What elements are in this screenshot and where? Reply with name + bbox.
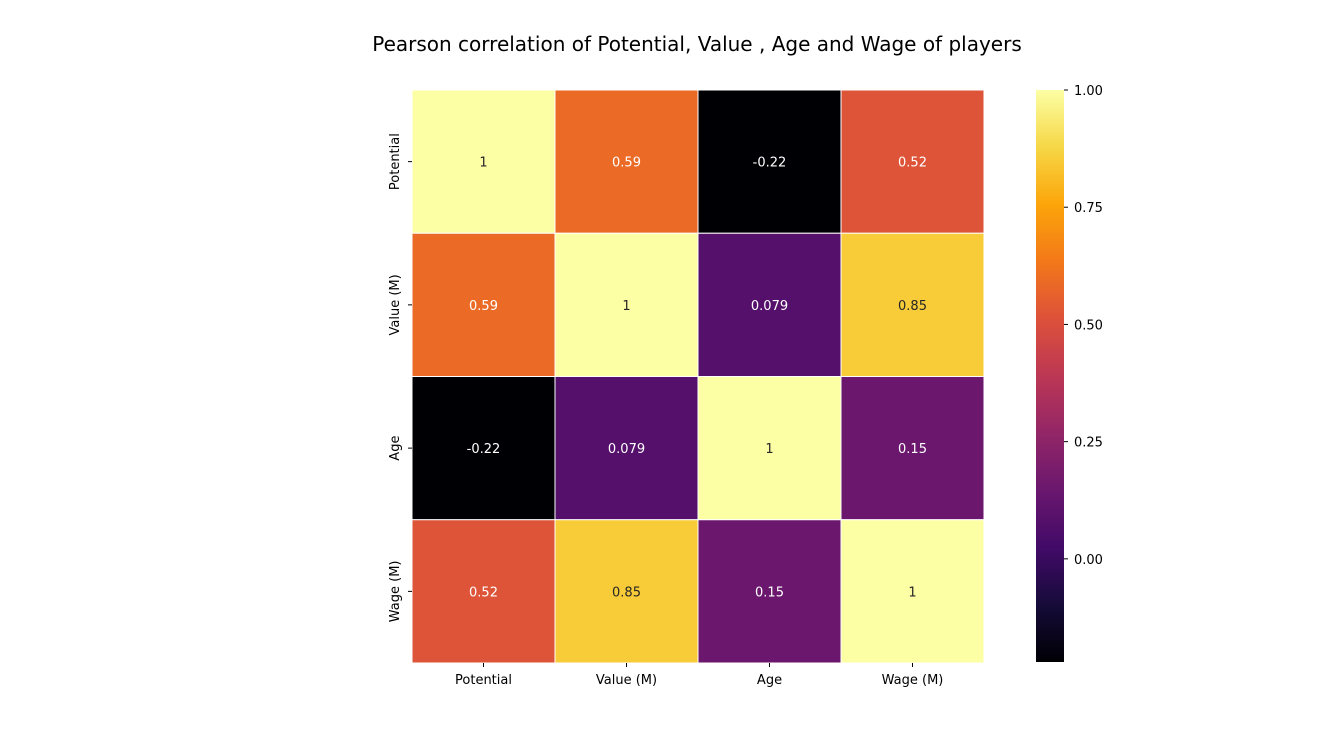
cell-annotation-r3-c2: 0.15 [755, 585, 784, 600]
heatmap-cell-r1-c1 [554, 232, 699, 377]
colorbar-tick-label-0: 1.00 [1074, 84, 1103, 99]
cell-annotation-r1-c0: 0.59 [469, 299, 498, 314]
cell-annotation-r3-c1: 0.85 [612, 585, 641, 600]
cell-annotation-r1-c3: 0.85 [898, 299, 927, 314]
cell-annotation-r3-c0: 0.52 [469, 585, 498, 600]
heatmap-cell-r0-c1 [554, 89, 699, 234]
cell-annotation-r0-c0: 1 [479, 156, 487, 171]
cell-annotation-r2-c1: 0.079 [608, 442, 645, 457]
x-tick-label-0: Potential [455, 673, 512, 688]
y-tick-label-0: Potential [388, 133, 403, 190]
heatmap-cells [411, 89, 985, 664]
heatmap-cell-r1-c0 [411, 232, 556, 377]
heatmap-cell-r3-c3 [840, 519, 985, 664]
cell-annotation-r3-c3: 1 [908, 585, 916, 600]
y-axis: Potential Value (M) Age Wage (M) [388, 133, 412, 622]
heatmap-cell-r0-c3 [840, 89, 985, 234]
y-tick-label-1: Value (M) [388, 274, 403, 335]
x-tick-label-3: Wage (M) [882, 673, 944, 688]
y-tick-label-3: Wage (M) [388, 561, 403, 623]
cell-annotation-r0-c1: 0.59 [612, 156, 641, 171]
cell-annotation-r2-c0: -0.22 [467, 442, 501, 457]
cell-annotation-r2-c2: 1 [765, 442, 773, 457]
cell-annotation-r1-c2: 0.079 [751, 299, 788, 314]
heatmap-cell-r3-c2 [697, 519, 842, 664]
colorbar-tick-label-4: 0.00 [1074, 553, 1103, 568]
cell-annotation-r1-c1: 1 [622, 299, 630, 314]
colorbar-tick-label-2: 0.50 [1074, 318, 1103, 333]
heatmap-cell-r1-c3 [840, 232, 985, 377]
cell-annotation-r2-c3: 0.15 [898, 442, 927, 457]
heatmap-cell-r3-c1 [554, 519, 699, 664]
colorbar-gradient [1036, 90, 1064, 662]
heatmap-cell-r2-c3 [840, 376, 985, 521]
heatmap-cell-r0-c2 [697, 89, 842, 234]
chart-title: Pearson correlation of Potential, Value … [372, 32, 1022, 56]
x-axis: Potential Value (M) Age Wage (M) [455, 663, 943, 688]
y-tick-label-2: Age [388, 436, 403, 461]
colorbar-tick-label-1: 0.75 [1074, 201, 1103, 216]
heatmap-cell-r2-c1 [554, 376, 699, 521]
cell-annotation-r0-c2: -0.22 [753, 156, 787, 171]
cell-annotation-r0-c3: 0.52 [898, 156, 927, 171]
heatmap-cell-r0-c0 [411, 89, 556, 234]
x-tick-label-1: Value (M) [596, 673, 657, 688]
cell-annotations: 1 0.59 -0.22 0.52 0.59 1 0.079 0.85 -0.22 0.079 1 0… [467, 156, 927, 601]
heatmap-cell-r3-c0 [411, 519, 556, 664]
colorbar-tick-label-3: 0.25 [1074, 436, 1103, 451]
colorbar: 1.00 0.75 0.50 0.25 0.00 [1036, 84, 1103, 662]
x-tick-label-2: Age [757, 673, 782, 688]
